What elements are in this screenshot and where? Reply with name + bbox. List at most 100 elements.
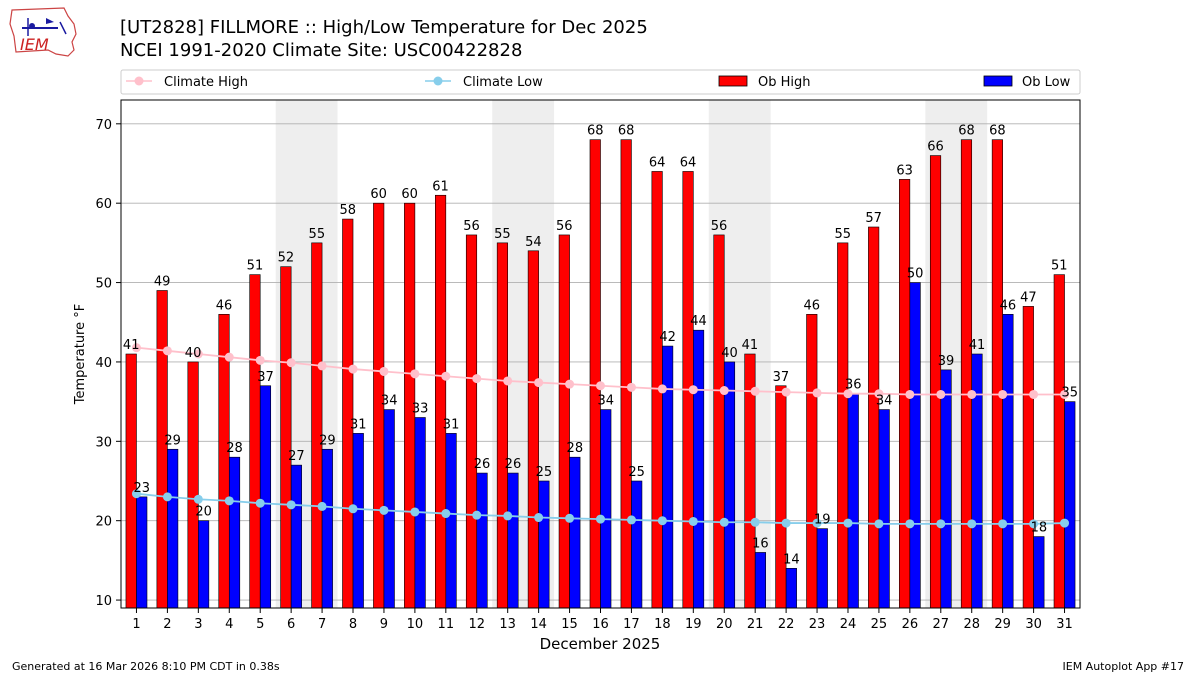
chart-subtitle: NCEI 1991-2020 Climate Site: USC00422828 xyxy=(120,40,523,61)
ob-high-value-label: 55 xyxy=(309,227,326,242)
ob-high-value-label: 56 xyxy=(556,219,573,234)
climate-low-point xyxy=(905,519,915,529)
ob-low-value-label: 37 xyxy=(257,370,274,385)
ob-high-value-label: 58 xyxy=(339,203,356,218)
climate-high-point xyxy=(379,366,389,376)
ob-low-bar xyxy=(228,456,241,609)
ob-high-value-label: 57 xyxy=(865,211,882,226)
ob-low-value-label: 31 xyxy=(350,417,367,432)
ob-high-value-label: 52 xyxy=(278,251,295,266)
climate-high-point xyxy=(626,382,636,392)
ob-low-value-label: 28 xyxy=(226,441,243,456)
ob-low-value-label: 25 xyxy=(536,465,553,480)
ob-low-value-label: 26 xyxy=(505,457,522,472)
ob-low-bar xyxy=(1064,401,1076,609)
footer-generated: Generated at 16 Mar 2026 8:10 PM CDT in … xyxy=(12,660,280,673)
ob-low-value-label: 33 xyxy=(412,402,429,417)
ob-low-value-label: 39 xyxy=(938,354,955,369)
x-tick-label: 15 xyxy=(561,617,578,632)
y-tick-label: 10 xyxy=(95,594,112,609)
ob-low-bar xyxy=(476,472,488,609)
ob-low-bar xyxy=(909,282,921,609)
ob-high-value-label: 68 xyxy=(587,124,604,139)
climate-low-point xyxy=(812,518,822,528)
climate-low-point xyxy=(472,510,482,520)
climate-high-point xyxy=(719,386,729,396)
ob-low-value-label: 27 xyxy=(288,449,305,464)
ob-high-value-label: 55 xyxy=(834,227,851,242)
ob-high-bar xyxy=(929,155,942,609)
climate-low-point xyxy=(626,515,636,525)
ob-high-value-label: 64 xyxy=(649,155,666,170)
ob-high-value-label: 49 xyxy=(154,275,171,290)
ob-low-value-label: 35 xyxy=(1062,386,1079,401)
climate-low-point xyxy=(874,519,884,529)
climate-high-point xyxy=(781,387,791,397)
ob-high-bar xyxy=(806,314,818,609)
climate-high-point xyxy=(1029,389,1039,399)
ob-low-value-label: 44 xyxy=(690,314,707,329)
x-tick-label: 19 xyxy=(685,617,702,632)
ob-low-value-label: 16 xyxy=(752,536,769,551)
climate-high-point xyxy=(255,355,265,365)
ob-low-value-label: 40 xyxy=(721,346,738,361)
climate-low-point xyxy=(162,492,172,502)
ob-high-bar xyxy=(527,250,539,609)
ob-low-value-label: 31 xyxy=(443,417,460,432)
x-tick-label: 14 xyxy=(530,617,547,632)
ob-high-value-label: 46 xyxy=(216,298,233,313)
climate-low-point xyxy=(998,519,1008,529)
ob-low-bar xyxy=(198,520,210,609)
ob-low-bar xyxy=(507,472,519,609)
climate-high-point xyxy=(441,371,451,381)
x-tick-label: 18 xyxy=(654,617,671,632)
climate-low-point xyxy=(317,501,327,511)
ob-low-bar xyxy=(940,369,952,609)
x-tick-label: 1 xyxy=(132,617,140,632)
climate-high-point xyxy=(596,381,605,391)
climate-high-point xyxy=(812,388,822,398)
ob-high-bar xyxy=(187,361,199,609)
ob-high-bar xyxy=(156,290,168,609)
ob-high-value-label: 41 xyxy=(742,338,759,353)
ob-high-value-label: 40 xyxy=(185,346,202,361)
climate-low-point xyxy=(441,509,451,519)
climate-high-point xyxy=(565,379,575,389)
ob-high-bar xyxy=(342,218,354,609)
ob-low-value-label: 14 xyxy=(783,552,800,567)
x-tick-label: 23 xyxy=(809,617,826,632)
x-tick-label: 12 xyxy=(468,617,485,632)
ob-low-value-label: 34 xyxy=(597,394,614,409)
ob-high-value-label: 41 xyxy=(123,338,140,353)
ob-high-bar xyxy=(620,139,632,609)
climate-high-point xyxy=(688,385,698,395)
climate-high-point xyxy=(131,343,141,353)
ob-low-value-label: 50 xyxy=(907,267,924,282)
x-tick-label: 24 xyxy=(840,617,857,632)
ob-low-value-label: 23 xyxy=(133,481,150,496)
climate-low-point xyxy=(843,518,853,528)
iem-logo: IEM xyxy=(8,6,80,58)
ob-high-bar xyxy=(1053,274,1065,609)
legend-climate-low-marker xyxy=(433,76,443,86)
climate-high-point xyxy=(317,361,327,371)
climate-high-point xyxy=(162,346,172,356)
x-tick-label: 29 xyxy=(994,617,1011,632)
x-tick-label: 31 xyxy=(1056,617,1073,632)
ob-high-value-label: 63 xyxy=(896,163,913,178)
x-tick-label: 17 xyxy=(623,617,640,632)
ob-high-bar xyxy=(837,242,849,609)
logo-text: IEM xyxy=(20,35,49,54)
ob-high-value-label: 51 xyxy=(1051,259,1068,274)
y-tick-label: 60 xyxy=(95,197,112,212)
climate-low-point xyxy=(348,504,358,514)
legend-ob-low-label: Ob Low xyxy=(1022,75,1071,90)
climate-high-point xyxy=(286,358,296,368)
ob-high-value-label: 46 xyxy=(804,298,821,313)
x-tick-label: 13 xyxy=(499,617,516,632)
ob-high-value-label: 68 xyxy=(958,124,975,139)
ob-low-bar xyxy=(785,568,797,609)
legend-climate-high-label: Climate High xyxy=(164,75,248,90)
climate-high-point xyxy=(843,389,853,399)
x-tick-label: 22 xyxy=(778,617,795,632)
